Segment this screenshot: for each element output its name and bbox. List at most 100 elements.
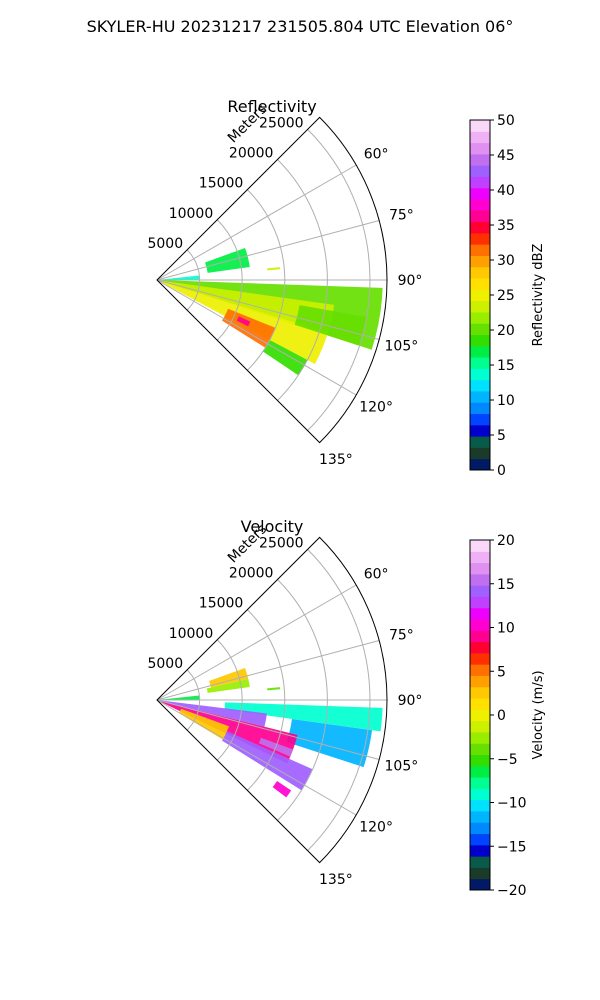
colorbar-label: Reflectivity dBZ [531,244,546,347]
radial-tick-label: 25000 [259,535,304,551]
reflectivity-panel: Reflectivity500010000150002000025000Mete… [147,97,546,479]
colorbar-swatch-2 [470,436,490,448]
echo-region-4 [236,316,251,327]
colorbar-swatch-0 [470,458,490,471]
radial-tick-label: 10000 [169,626,214,642]
colorbar-swatch-14 [470,720,490,733]
colorbar-tick-label: −5 [497,752,518,768]
colorbar-tick-label: 0 [497,708,506,724]
colorbar-swatch-17 [470,266,490,279]
colorbar-tick-label: 15 [497,577,515,593]
colorbar-swatch-11 [470,754,490,767]
angle-tick-label: 105° [385,338,419,354]
azimuth-spoke-1 [156,639,380,701]
colorbar-swatch-23 [470,619,490,631]
colorbar-swatch-7 [470,379,490,392]
colorbar-tick-label: 35 [497,218,515,234]
colorbar-swatch-28 [470,142,490,155]
colorbar-swatch-27 [470,573,490,586]
radial-tick-label: 25000 [259,115,304,131]
colorbar-tick-label: 5 [497,428,506,444]
angle-tick-label: 75° [389,208,414,224]
colorbar-swatch-4 [470,833,490,846]
colorbar-swatch-13 [470,311,490,324]
colorbar-swatch-29 [470,131,490,144]
azimuth-spoke-0 [156,584,357,701]
colorbar-swatch-25 [470,176,490,189]
colorbar-tick-label: 50 [497,113,515,129]
colorbar-swatch-30 [470,540,490,552]
sector-frame [156,536,388,864]
colorbar-tick-label: 10 [497,393,515,409]
radial-tick-label: 20000 [229,566,274,582]
colorbar-swatch-20 [470,232,490,245]
azimuth-spoke-3 [156,279,380,341]
echo-region-0 [224,702,383,732]
colorbar-swatch-27 [470,153,490,166]
colorbar-swatch-2 [470,856,490,868]
colorbar-swatch-8 [470,788,490,801]
colorbar-swatch-26 [470,585,490,597]
colorbar-tick-label: −15 [497,839,527,855]
echo-region-7 [209,667,249,688]
colorbar-tick-label: 40 [497,183,515,199]
colorbar-swatch-5 [470,822,490,835]
azimuth-spoke-3 [156,699,380,761]
angle-tick-label: 135° [319,452,353,468]
echo-region-3 [222,308,276,348]
colorbar-swatch-25 [470,596,490,609]
colorbar-tick-label: 0 [497,463,506,479]
colorbar-swatch-15 [470,289,490,302]
echo-region-7 [157,275,200,280]
colorbar-tick-label: 30 [497,253,515,269]
colorbar-swatch-0 [470,878,490,891]
colorbar-swatch-18 [470,255,490,268]
colorbar-tick-label: −10 [497,796,527,812]
figure-title: SKYLER-HU 20231217 231505.804 UTC Elevat… [87,17,514,36]
echo-region-5 [222,731,313,791]
colorbar-tick-label: −20 [497,883,527,899]
colorbar-swatch-22 [470,630,490,643]
echo-region-4 [178,708,230,740]
angle-tick-label: 135° [319,872,353,888]
colorbar-tick-label: 20 [497,533,515,549]
angle-tick-label: 75° [389,628,414,644]
colorbar-swatch-1 [470,867,490,880]
echo-region-1 [286,718,373,768]
colorbar-swatch-17 [470,686,490,699]
colorbar-swatch-19 [470,664,490,676]
colorbar-swatch-7 [470,799,490,812]
azimuth-spoke-1 [156,219,380,281]
colorbar-swatch-12 [470,323,490,336]
colorbar-swatch-9 [470,357,490,369]
colorbar-label: Velocity (m/s) [531,670,546,759]
colorbar-swatch-24 [470,187,490,200]
colorbar-swatch-16 [470,698,490,710]
colorbar-swatch-18 [470,675,490,688]
radial-tick-label: 20000 [229,146,274,162]
colorbar-swatch-14 [470,300,490,313]
colorbar-swatch-30 [470,120,490,132]
colorbar-swatch-22 [470,210,490,223]
echo-region-6 [205,247,250,273]
colorbar-swatch-28 [470,562,490,575]
colorbar-tick-label: 15 [497,358,515,374]
echo-region-8 [294,305,367,346]
colorbar-swatch-3 [470,844,490,857]
colorbar-tick-label: 25 [497,288,515,304]
colorbar-swatch-29 [470,551,490,564]
colorbar-swatch-3 [470,424,490,437]
colorbar-swatch-16 [470,278,490,290]
colorbar-swatch-6 [470,390,490,403]
echo-region-5 [262,339,308,376]
echo-region-1 [157,280,335,333]
angle-tick-label: 90° [398,273,423,289]
azimuth-spoke-4 [156,699,357,816]
colorbar-tick-label: 20 [497,323,515,339]
colorbar-swatch-1 [470,447,490,460]
angle-tick-label: 120° [359,400,393,416]
radial-tick-label: 15000 [199,596,244,612]
colorbar-swatch-21 [470,221,490,234]
echo-region-9 [157,695,200,700]
